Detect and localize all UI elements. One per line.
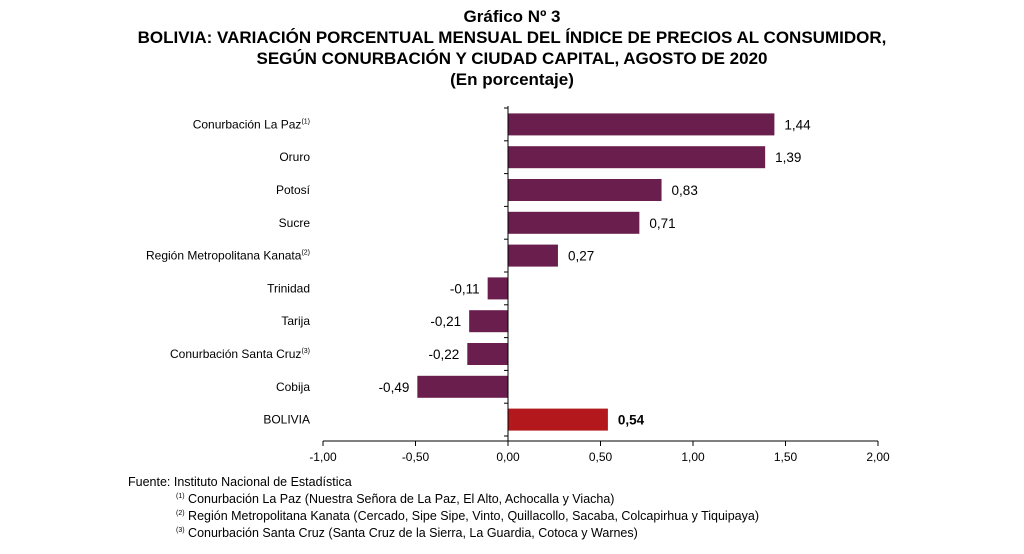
chart-title-line1: BOLIVIA: VARIACIÓN PORCENTUAL MENSUAL DE… [137,28,887,47]
bar [417,375,508,398]
footnote-2-mark: (2) [176,509,185,517]
category-label: Región Metropolitana Kanata(2) [146,249,310,263]
x-tick-label: -1,00 [309,450,337,464]
category-footnote-mark: (3) [301,348,310,355]
chart-title-line2: SEGÚN CONURBACIÓN Y CIUDAD CAPITAL, AGOS… [256,49,768,68]
x-tick-label: 2,00 [866,450,890,464]
data-label: -0,21 [430,314,461,329]
category-label: Conurbación Santa Cruz(3) [170,347,310,361]
data-label: 0,27 [568,249,594,264]
bar [469,310,508,333]
data-label: -0,49 [379,380,410,395]
bar [508,179,662,201]
source-notes: Fuente: Instituto Nacional de Estadístic… [128,474,759,542]
category-label: Oruro [279,150,310,164]
x-tick-label: 1,00 [681,450,705,464]
bar [508,146,766,169]
footnote-3: (3) Conurbación Santa Cruz (Santa Cruz d… [128,525,759,542]
bar [508,408,608,431]
bar [508,244,558,267]
footnote-3-text: Conurbación Santa Cruz (Santa Cruz de la… [188,526,638,540]
data-label: 1,44 [784,117,811,132]
category-name: Oruro [279,150,310,164]
data-label: -0,11 [450,281,480,296]
data-label: -0,22 [429,347,460,362]
chart-titles: Gráfico Nº 3 BOLIVIA: VARIACIÓN PORCENTU… [0,6,1024,90]
category-name: Trinidad [267,281,310,295]
category-label: Cobija [276,380,310,394]
data-label: 0,83 [672,183,698,198]
category-label: Tarija [281,314,310,328]
data-label: 0,71 [649,216,675,231]
x-tick-label: 1,50 [774,450,798,464]
footnote-3-mark: (3) [176,526,185,534]
footnote-1: (1) Conurbación La Paz (Nuestra Señora d… [128,491,759,508]
category-name: Sucre [279,216,311,230]
bar-chart: 1,44 Conurbación La Paz(1) 1,39 Oruro 0,83 Po… [146,106,890,464]
category-name: BOLIVIA [263,413,310,427]
graph-number: Gráfico Nº 3 [463,7,561,26]
source-main: Fuente: Instituto Nacional de Estadístic… [128,475,352,489]
footnote-1-text: Conurbación La Paz (Nuestra Señora de La… [188,492,615,506]
bar [508,211,640,234]
bar [508,113,775,136]
category-name: Potosí [276,183,311,197]
category-name: Conurbación La Paz [193,117,302,131]
category-label: BOLIVIA [263,413,310,427]
data-label: 0,54 [618,413,645,428]
category-name: Cobija [276,380,310,394]
category-name: Tarija [281,314,310,328]
chart-subtitle: (En porcentaje) [450,70,574,89]
x-tick-label: 0,50 [589,450,613,464]
footnote-2: (2) Región Metropolitana Kanata (Cercado… [128,508,759,525]
category-label: Sucre [279,216,311,230]
category-label: Conurbación La Paz(1) [193,117,310,131]
x-tick-label: -0,50 [402,450,430,464]
category-label: Potosí [276,183,311,197]
category-footnote-mark: (1) [301,118,310,125]
category-name: Región Metropolitana Kanata [146,249,302,263]
category-name: Conurbación Santa Cruz [170,347,301,361]
x-tick-label: 0,00 [496,450,520,464]
bar [467,343,508,365]
footnote-2-text: Región Metropolitana Kanata (Cercado, Si… [188,509,759,523]
category-footnote-mark: (2) [301,250,310,257]
footnote-1-mark: (1) [176,492,185,500]
category-label: Trinidad [267,281,310,295]
data-label: 1,39 [775,150,801,165]
bar [487,277,508,300]
